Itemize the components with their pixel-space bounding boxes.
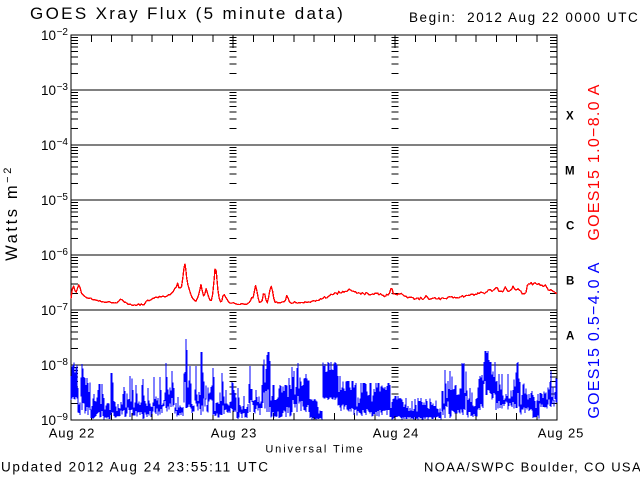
svg-text:GOES Xray Flux (5 minute data): GOES Xray Flux (5 minute data)	[30, 4, 345, 23]
svg-text:Aug 23: Aug 23	[211, 426, 258, 441]
svg-text:Aug 25: Aug 25	[538, 426, 585, 441]
svg-text:Updated 2012 Aug 24 23:55:11 U: Updated 2012 Aug 24 23:55:11 UTC	[1, 460, 270, 475]
svg-text:Watts m−2: Watts m−2	[2, 165, 21, 261]
svg-text:Universal Time: Universal Time	[265, 444, 364, 456]
svg-text:10: 10	[41, 193, 56, 208]
svg-text:10: 10	[41, 83, 56, 98]
svg-text:X: X	[566, 111, 574, 123]
svg-text:−4: −4	[57, 137, 69, 148]
svg-text:B: B	[566, 276, 574, 288]
svg-text:10: 10	[41, 28, 56, 43]
svg-text:GOES15 1.0−8.0 A: GOES15 1.0−8.0 A	[586, 83, 603, 240]
svg-text:Aug 22: Aug 22	[49, 426, 96, 441]
svg-text:−6: −6	[57, 247, 69, 258]
svg-text:10: 10	[41, 138, 56, 153]
svg-text:C: C	[566, 221, 574, 233]
svg-text:−2: −2	[57, 27, 69, 38]
svg-text:−7: −7	[57, 302, 69, 313]
svg-text:10: 10	[41, 358, 56, 373]
svg-text:−8: −8	[57, 357, 69, 368]
svg-text:NOAA/SWPC Boulder, CO USA: NOAA/SWPC Boulder, CO USA	[424, 460, 640, 475]
svg-text:Begin: 2012 Aug 22 0000 UTC: Begin: 2012 Aug 22 0000 UTC	[409, 10, 639, 25]
svg-text:10: 10	[41, 248, 56, 263]
svg-text:−3: −3	[57, 82, 69, 93]
svg-text:A: A	[566, 331, 574, 343]
svg-text:10: 10	[41, 303, 56, 318]
svg-text:M: M	[565, 166, 575, 178]
svg-text:Aug 24: Aug 24	[373, 426, 420, 441]
svg-text:10: 10	[41, 413, 56, 428]
svg-text:−5: −5	[57, 192, 69, 203]
svg-text:−9: −9	[57, 412, 69, 423]
svg-text:GOES15 0.5−4.0 A: GOES15 0.5−4.0 A	[586, 261, 603, 418]
